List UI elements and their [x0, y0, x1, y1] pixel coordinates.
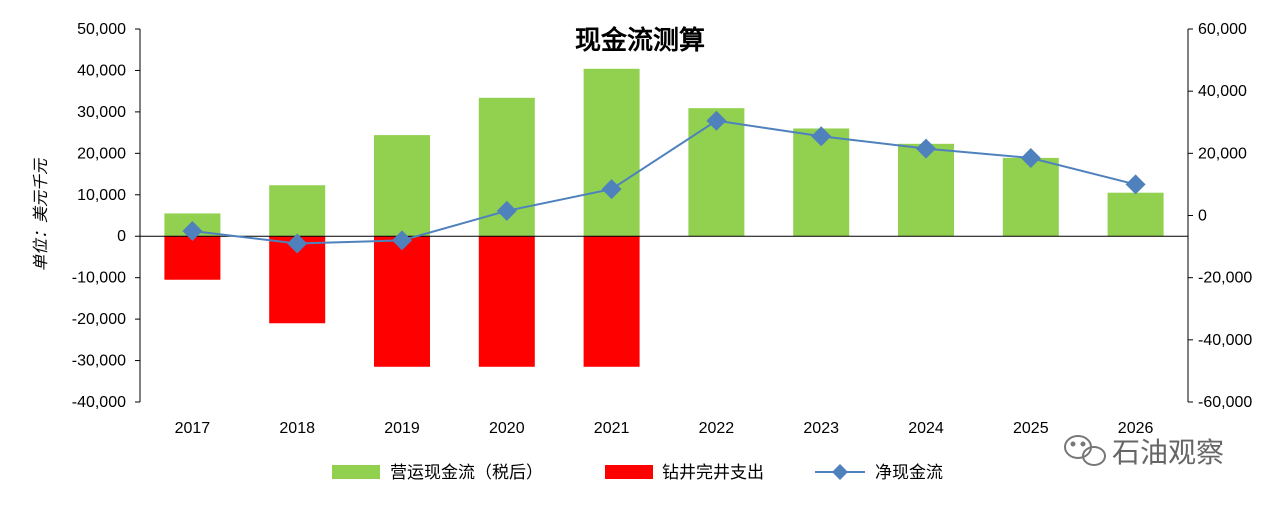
net-cash-point — [1020, 147, 1041, 168]
x-tick-label: 2017 — [175, 420, 211, 437]
x-tick-label: 2023 — [803, 420, 839, 437]
operating-cash-bar — [583, 68, 640, 237]
net-cash-point — [287, 233, 308, 254]
watermark-text: 石油观察 — [1112, 436, 1224, 469]
right-tick-label: -20,000 — [1198, 270, 1252, 287]
x-tick-label: 2018 — [279, 420, 315, 437]
right-tick-label: 40,000 — [1198, 83, 1247, 100]
x-tick-label: 2021 — [594, 420, 630, 437]
operating-cash-bar — [1107, 192, 1164, 237]
drilling-cost-bar — [478, 236, 535, 367]
left-tick-label: 50,000 — [77, 21, 126, 38]
x-tick-label: 2024 — [908, 420, 944, 437]
legend-swatch-operating — [332, 465, 380, 479]
net-cash-polyline — [192, 119, 1136, 245]
left-tick-label: -20,000 — [72, 311, 126, 328]
x-tick-label: 2026 — [1118, 420, 1154, 437]
net-cash-point — [392, 230, 412, 251]
net-cash-point — [916, 138, 936, 159]
drilling-cost-bar — [583, 236, 640, 367]
operating-cash-bar — [1002, 157, 1059, 237]
left-tick-label: 0 — [117, 228, 126, 245]
left-tick-label: -10,000 — [72, 270, 126, 287]
wechat-icon — [1064, 435, 1106, 466]
net-cash-point — [496, 200, 517, 221]
net-cash-point — [601, 179, 622, 200]
right-tick-label: 0 — [1198, 208, 1207, 225]
watermark: 石油观察 — [1064, 435, 1224, 469]
chart-title: 现金流测算 — [575, 25, 705, 56]
legend-marker-net — [832, 464, 848, 480]
net-cash-line — [182, 110, 1146, 254]
legend-label-drilling: 钻井完井支出 — [662, 463, 764, 483]
legend-label-operating: 营运现金流（税后） — [390, 463, 543, 483]
net-cash-point — [811, 126, 832, 147]
net-cash-point — [182, 221, 203, 242]
x-tick-label: 2019 — [384, 420, 420, 437]
bars — [164, 68, 1164, 367]
x-tick-label: 2025 — [1013, 420, 1049, 437]
legend: 营运现金流（税后） 钻井完井支出 净现金流 — [332, 463, 943, 483]
right-tick-label: 20,000 — [1198, 145, 1247, 162]
left-tick-label: 10,000 — [77, 187, 126, 204]
net-cash-point — [706, 110, 727, 131]
drilling-cost-bar — [164, 236, 221, 280]
net-cash-point — [1125, 174, 1146, 195]
y-axis-label: 单位：美元千元 — [31, 157, 50, 271]
legend-label-net: 净现金流 — [875, 463, 943, 483]
x-tick-label: 2020 — [489, 420, 525, 437]
x-tick-label: 2022 — [699, 420, 735, 437]
left-tick-label: -40,000 — [72, 394, 126, 411]
legend-swatch-drilling — [605, 465, 653, 479]
left-tick-label: 40,000 — [77, 62, 126, 79]
right-tick-label: 60,000 — [1198, 21, 1247, 38]
operating-cash-bar — [269, 185, 326, 237]
left-tick-label: 20,000 — [77, 145, 126, 162]
right-tick-label: -40,000 — [1198, 332, 1252, 349]
left-tick-label: -30,000 — [72, 353, 126, 370]
operating-cash-bar — [898, 143, 954, 237]
drilling-cost-bar — [374, 236, 430, 367]
right-tick-label: -60,000 — [1198, 394, 1252, 411]
operating-cash-bar — [374, 135, 430, 237]
operating-cash-bar — [793, 128, 850, 237]
left-tick-label: 30,000 — [77, 104, 126, 121]
axes: 50,000 40,000 30,000 20,000 10,000 0 -10,000 -2… — [72, 21, 1253, 437]
